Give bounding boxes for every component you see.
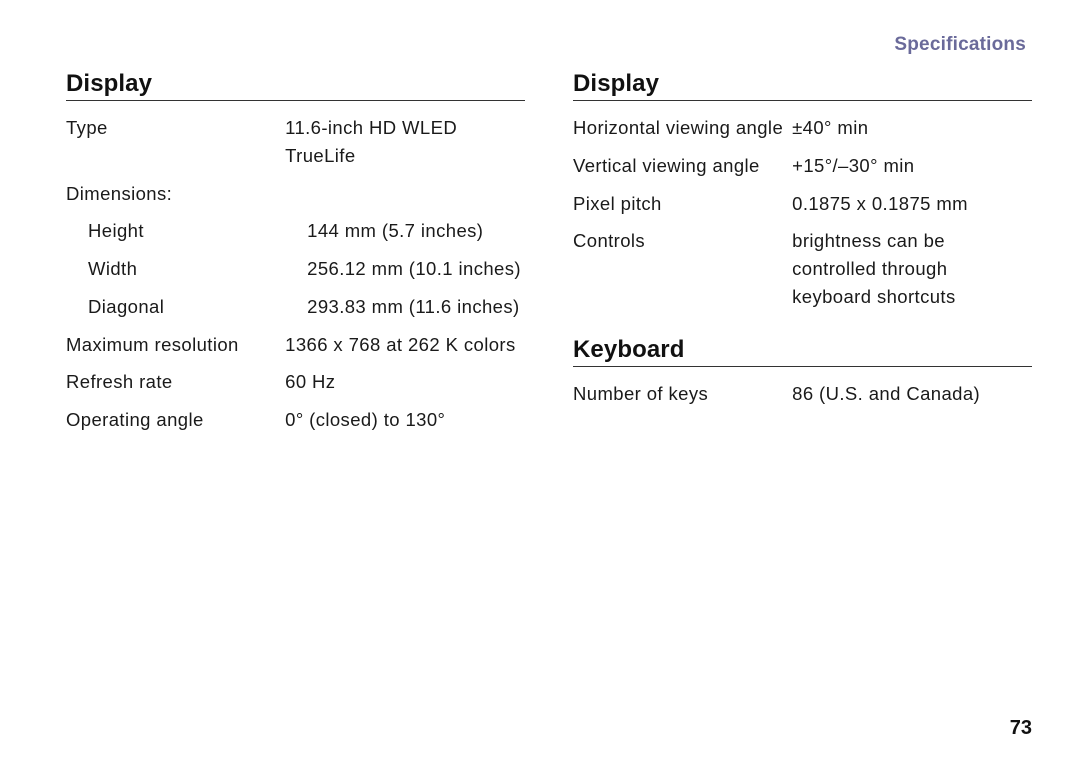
spec-row: Pixel pitch 0.1875 x 0.1875 mm	[573, 185, 1032, 223]
spec-row: Controls brightness can be controlled th…	[573, 222, 1032, 315]
spec-row: Number of keys 86 (U.S. and Canada)	[573, 375, 1032, 413]
divider	[66, 100, 525, 101]
spec-label: Pixel pitch	[573, 190, 792, 218]
divider	[573, 100, 1032, 101]
spec-row: Operating angle 0° (closed) to 130°	[66, 401, 525, 439]
spec-row: Dimensions:	[66, 175, 525, 213]
spec-value: 60 Hz	[285, 368, 525, 396]
spec-row: Horizontal viewing angle ±40° min	[573, 109, 1032, 147]
page: Specifications Display Type 11.6-inch HD…	[0, 0, 1080, 766]
spec-label: Controls	[573, 227, 792, 255]
spec-row: Refresh rate 60 Hz	[66, 363, 525, 401]
page-number: 73	[1010, 717, 1032, 740]
spec-label: Maximum resolution	[66, 331, 285, 359]
spec-value: ±40° min	[792, 114, 1032, 142]
spec-label: Dimensions:	[66, 180, 285, 208]
spec-row: Height 144 mm (5.7 inches)	[66, 212, 525, 250]
right-section2-title: Keyboard	[573, 336, 1032, 364]
spec-value: brightness can be controlled through key…	[792, 227, 1032, 310]
left-column: Display Type 11.6-inch HD WLED TrueLife …	[66, 70, 525, 439]
spec-value: 86 (U.S. and Canada)	[792, 380, 1032, 408]
spec-row: Maximum resolution 1366 x 768 at 262 K c…	[66, 326, 525, 364]
spec-label: Width	[66, 255, 307, 283]
spec-value: 0.1875 x 0.1875 mm	[792, 190, 1032, 218]
spec-value: 293.83 mm (11.6 inches)	[307, 293, 525, 321]
divider	[573, 366, 1032, 367]
spec-label: Vertical viewing angle	[573, 152, 792, 180]
spec-label: Height	[66, 217, 307, 245]
page-header-label: Specifications	[66, 34, 1032, 56]
spec-label: Refresh rate	[66, 368, 285, 396]
spec-value: +15°/–30° min	[792, 152, 1032, 180]
left-section1-title: Display	[66, 70, 525, 98]
spec-row: Vertical viewing angle +15°/–30° min	[573, 147, 1032, 185]
spec-row: Type 11.6-inch HD WLED TrueLife	[66, 109, 525, 175]
spec-value: 144 mm (5.7 inches)	[307, 217, 525, 245]
spec-label: Number of keys	[573, 380, 792, 408]
spec-row: Diagonal 293.83 mm (11.6 inches)	[66, 288, 525, 326]
right-section1-title: Display	[573, 70, 1032, 98]
spec-value: 1366 x 768 at 262 K colors	[285, 331, 525, 359]
spec-value: 11.6-inch HD WLED TrueLife	[285, 114, 525, 170]
section-gap	[573, 316, 1032, 336]
spec-value: 256.12 mm (10.1 inches)	[307, 255, 525, 283]
content-columns: Display Type 11.6-inch HD WLED TrueLife …	[66, 70, 1032, 439]
spec-value: 0° (closed) to 130°	[285, 406, 525, 434]
spec-label: Horizontal viewing angle	[573, 114, 792, 142]
spec-row: Width 256.12 mm (10.1 inches)	[66, 250, 525, 288]
spec-label: Type	[66, 114, 285, 142]
spec-label: Operating angle	[66, 406, 285, 434]
right-column: Display Horizontal viewing angle ±40° mi…	[573, 70, 1032, 439]
spec-label: Diagonal	[66, 293, 307, 321]
